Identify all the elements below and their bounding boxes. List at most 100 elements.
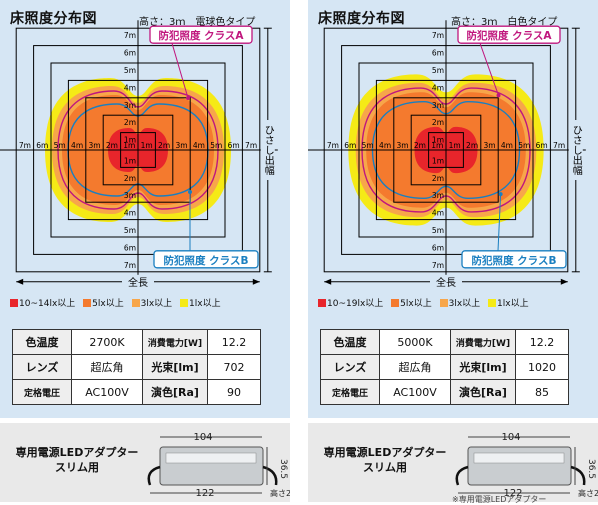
spec-row: 定格電圧 AC100V 演色[Ra] 90 xyxy=(12,379,261,405)
class-b-callout xyxy=(461,250,567,269)
arrow-right-icon xyxy=(560,278,568,285)
spec-value: 超広角 xyxy=(71,354,143,380)
spec-row: レンズ 超広角 光束[lm] 702 xyxy=(12,354,261,380)
spec-value: 超広角 xyxy=(379,354,451,380)
meter-label: 5m xyxy=(210,141,222,150)
meter-label: 6m xyxy=(344,141,356,150)
spec-key: 消費電力[W] xyxy=(142,329,208,355)
legend-swatch xyxy=(318,299,326,307)
meter-label: 3m xyxy=(483,141,495,150)
meter-label: 5m xyxy=(124,66,136,75)
length-dimension: 122 xyxy=(503,488,522,499)
spec-value: 702 xyxy=(207,354,261,380)
depth-dimension: 36.5 xyxy=(278,459,288,479)
meter-label: 2m xyxy=(466,141,478,150)
legend-item: 1lx以上 xyxy=(488,299,529,309)
meter-label: 1m xyxy=(449,141,461,150)
spec-row: 色温度 5000K 消費電力[W] 12.2 xyxy=(320,329,569,355)
side-label: ひさし出幅 xyxy=(262,125,274,176)
spec-table: 色温度 2700K 消費電力[W] 12.2 レンズ 超広角 光束[lm] 70… xyxy=(12,329,261,405)
legend-label: 10~19lx以上 xyxy=(327,299,384,309)
adapter-box: 専用電源LEDアダプター スリム用 104 36.5 122 高さ27 xyxy=(308,423,598,502)
class-b-pointer-dot xyxy=(498,192,503,197)
meter-label: 3m xyxy=(124,101,136,110)
legend-item: 3lx以上 xyxy=(131,299,172,309)
meter-label: 1m xyxy=(124,136,136,145)
legend-swatch xyxy=(83,299,92,307)
class-a-label: 防犯照度 クラスA xyxy=(466,29,552,42)
legend-label: 5lx以上 xyxy=(92,299,124,309)
spec-key: 色温度 xyxy=(320,329,380,355)
spec-value: 5000K xyxy=(379,329,451,355)
class-b-pointer-dot xyxy=(188,190,192,194)
meter-label: 5m xyxy=(432,66,444,75)
panel-warm: 床照度分布図 高さ：3ｍ 電球色タイプ 7m 1m 6m 2m 5m 3m 4m 4m 3m 5m… xyxy=(0,0,290,418)
meter-label: 7m xyxy=(245,141,257,150)
spec-row: レンズ 超広角 光束[lm] 1020 xyxy=(320,354,569,380)
legend-label: 3lx以上 xyxy=(448,299,481,309)
meter-label: 6m xyxy=(124,49,136,58)
adapter-label-plate xyxy=(165,452,257,464)
spec-row: 色温度 2700K 消費電力[W] 12.2 xyxy=(12,329,261,355)
legend-label: 5lx以上 xyxy=(400,299,432,309)
spec-key: 定格電圧 xyxy=(12,379,72,405)
meter-label: 2m xyxy=(158,141,170,150)
legend-swatch xyxy=(10,299,18,307)
class-b-label: 防犯照度 クラスB xyxy=(164,254,249,267)
meter-label: 3m xyxy=(124,191,136,200)
meter-label: 6m xyxy=(432,49,444,58)
meter-label: 5m xyxy=(54,141,66,150)
arrow-right-icon xyxy=(252,278,260,285)
meter-label: 1m xyxy=(432,156,444,165)
adapter-cable-in xyxy=(147,465,161,486)
class-b-callout xyxy=(153,250,259,269)
legend-item: 10~19lx以上 xyxy=(318,299,383,309)
meter-label: 2m xyxy=(414,141,426,150)
adapter-label-line2: スリム用 xyxy=(363,461,407,474)
meter-label: 6m xyxy=(228,141,240,150)
meter-label: 7m xyxy=(327,141,339,150)
meter-label: 2m xyxy=(124,174,136,183)
meter-label: 1m xyxy=(432,136,444,145)
spec-value: 90 xyxy=(207,379,261,405)
side-label-bg xyxy=(260,120,275,180)
meter-label: 4m xyxy=(124,83,136,92)
spec-value: 12.2 xyxy=(515,329,569,355)
legend-item: 5lx以上 xyxy=(83,299,124,309)
spec-key: レンズ xyxy=(12,354,72,380)
meter-label: 6m xyxy=(36,141,48,150)
class-a-callout xyxy=(457,25,561,44)
meter-label: 1m xyxy=(141,141,153,150)
spec-key: レンズ xyxy=(320,354,380,380)
height-dimension: 高さ27 xyxy=(578,488,598,498)
meter-label: 6m xyxy=(536,141,548,150)
meter-label: 4m xyxy=(71,141,83,150)
legend-item: 3lx以上 xyxy=(439,299,481,309)
meter-label: 4m xyxy=(501,141,513,150)
adapter-body xyxy=(467,446,572,486)
meter-label: 1m xyxy=(431,141,443,150)
meter-label: 7m xyxy=(19,141,31,150)
meter-label: 2m xyxy=(432,174,444,183)
spec-value: AC100V xyxy=(71,379,143,405)
class-b-pointer xyxy=(497,194,502,251)
height-dimension: 高さ27 xyxy=(270,488,290,498)
width-dimension: 104 xyxy=(501,432,520,443)
arrow-left-icon xyxy=(324,278,332,285)
spec-key: 光束[lm] xyxy=(450,354,516,380)
meter-label: 3m xyxy=(175,141,187,150)
legend-item: 10~14lx以上 xyxy=(10,299,75,309)
meter-label: 7m xyxy=(553,141,565,150)
legend: 10~19lx以上 5lx以上 3lx以上 1lx以上 xyxy=(318,296,534,309)
adapter-drawing: 104 36.5 122 高さ27 xyxy=(147,432,290,499)
adapter-drawing: 104 36.5 122 高さ27 xyxy=(455,432,598,499)
arrow-left-icon xyxy=(16,278,24,285)
spec-key: 光束[lm] xyxy=(142,354,208,380)
meter-label: 2m xyxy=(106,141,118,150)
spec-key: 演色[Ra] xyxy=(142,379,208,405)
meter-label: 6m xyxy=(432,243,444,252)
adapter-label: 専用電源LEDアダプター スリム用 xyxy=(314,445,456,475)
meter-label: 4m xyxy=(432,209,444,218)
adapter-label-line1: 専用電源LEDアダプター xyxy=(323,446,447,459)
legend: 10~14lx以上 5lx以上 3lx以上 1lx以上 xyxy=(10,296,226,309)
